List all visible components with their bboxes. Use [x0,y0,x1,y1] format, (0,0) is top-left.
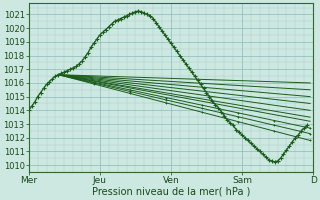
X-axis label: Pression niveau de la mer( hPa ): Pression niveau de la mer( hPa ) [92,187,250,197]
